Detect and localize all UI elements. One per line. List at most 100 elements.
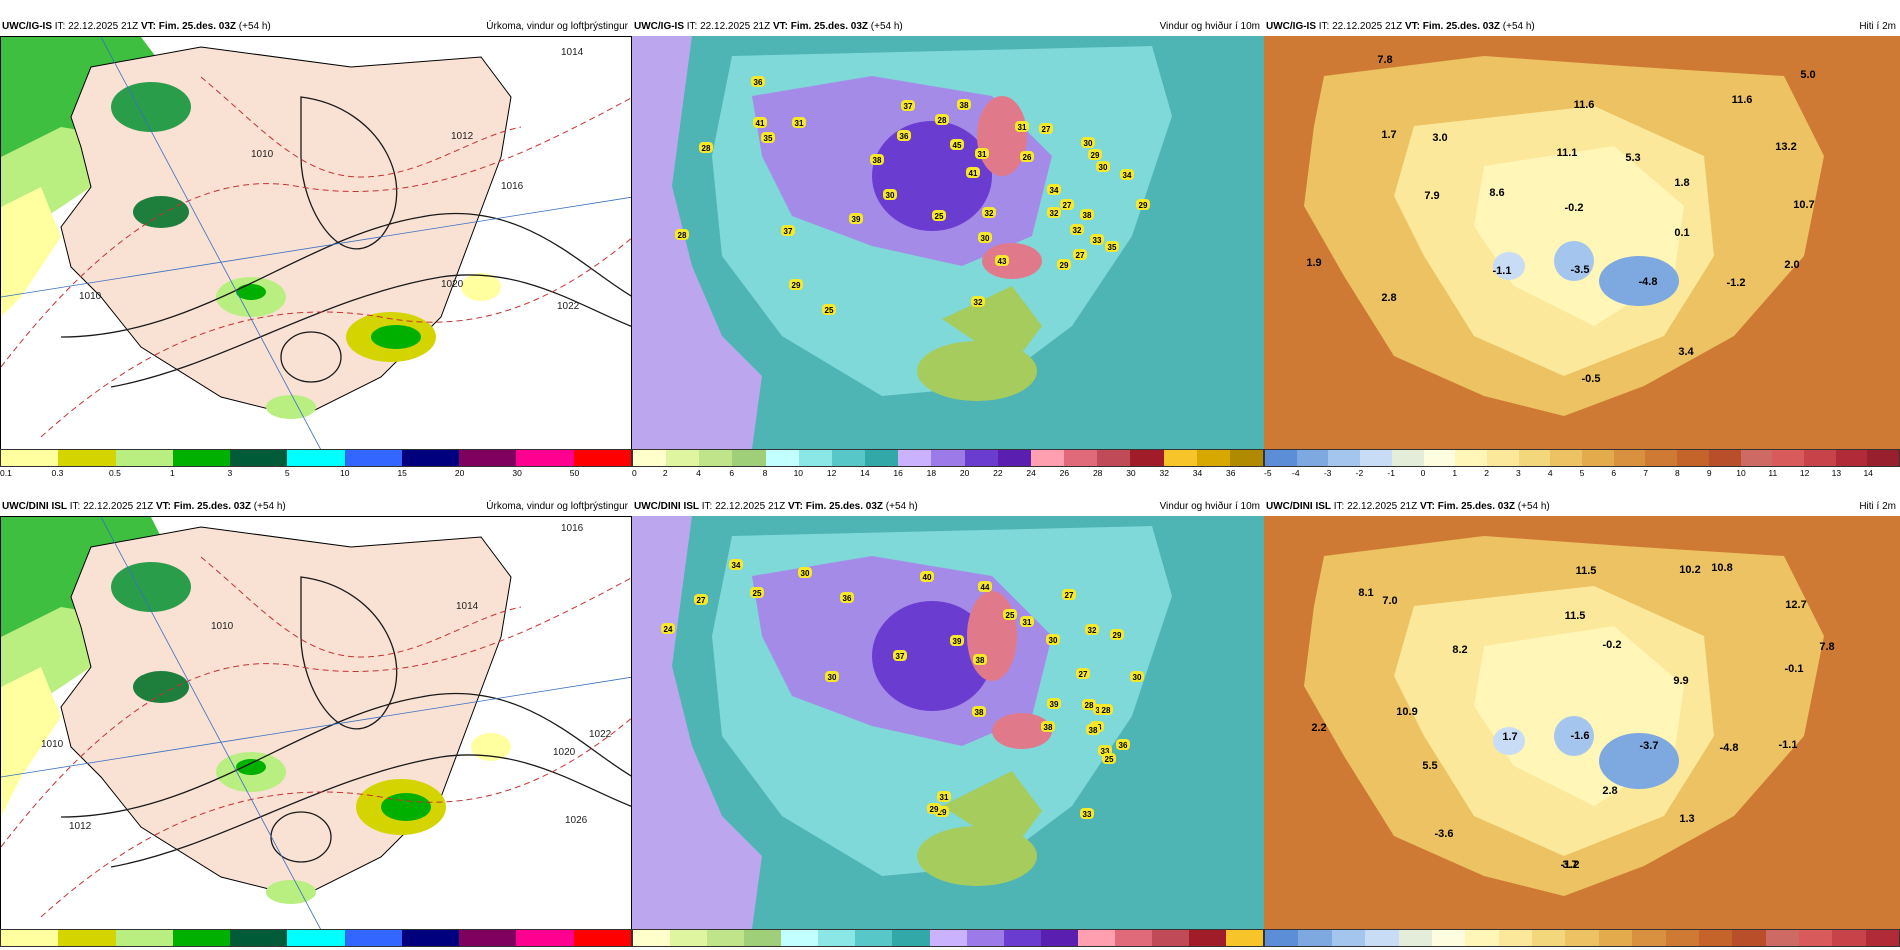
colorbar-cell <box>818 930 856 946</box>
colorbar-cell <box>1708 450 1741 466</box>
colorbar-cell <box>459 930 517 946</box>
temperature-label: 8.6 <box>1489 187 1504 199</box>
gust-label: 32 <box>974 298 983 307</box>
init-time: 22.12.2025 21Z <box>700 21 771 32</box>
colorbar-tick-label: 15 <box>397 468 407 478</box>
temperature-label: 7.0 <box>1382 595 1397 607</box>
colorbar-tick-label: -5 <box>1264 948 1272 950</box>
wind-map[interactable]: 36 41 35 31 28 37 28 38 45 41 31 25 30 31 27 34 30 38 26 38… <box>632 36 1264 449</box>
colorbar-cell <box>344 450 402 466</box>
colorbar-cell <box>573 930 631 946</box>
colorbar-tick-label: 30 <box>512 468 522 478</box>
gust-marker <box>1130 671 1144 682</box>
gust-marker <box>761 132 775 143</box>
wind-map[interactable]: 3425272436304044392731373830322938272832… <box>632 516 1264 929</box>
gust-label: 36 <box>843 594 852 603</box>
temperature-label: 5.5 <box>1422 760 1437 772</box>
colorbar-cell <box>855 930 893 946</box>
gust-marker <box>792 117 806 128</box>
temperature-label: 3.7 <box>1562 859 1577 871</box>
colorbar-tick-label: 0.3 <box>52 948 64 950</box>
colorbar-cell <box>58 450 116 466</box>
colorbar-cell <box>744 930 782 946</box>
colorbar-cell <box>633 930 671 946</box>
precip-map[interactable]: 1016 1014 1010 1010 1012 1020 1022 1026 <box>0 516 632 931</box>
gust-label: 44 <box>981 583 990 592</box>
temperature-label: 10.9 <box>1396 706 1417 718</box>
colorbar-cell <box>1163 450 1197 466</box>
isobar-label: 1022 <box>589 729 612 740</box>
gust-label: 25 <box>1006 611 1015 620</box>
colorbar-cell <box>1298 930 1332 946</box>
valid-time: Fim. 25.des. 03Z <box>790 21 869 32</box>
isobar-label: 1012 <box>69 821 92 832</box>
isobar-label: 1010 <box>211 621 234 632</box>
gust-marker <box>950 139 964 150</box>
gust-label: 29 <box>1113 631 1122 640</box>
gust-marker <box>1003 609 1017 620</box>
colorbar-ticks: 0.1 0.3 0.5 1 3 5 10 15 20 30 50 <box>0 467 632 478</box>
gust-marker <box>1080 808 1094 819</box>
gust-marker <box>1110 629 1124 640</box>
gust-marker <box>661 623 675 634</box>
colorbar-cell <box>1 930 59 946</box>
lead-time: (+54 h) <box>885 501 918 512</box>
gust-label: 34 <box>732 561 741 570</box>
gust-marker <box>1082 699 1096 710</box>
init-time: 22.12.2025 21Z <box>715 501 786 512</box>
temperature-label: 2.2 <box>1311 722 1326 734</box>
colorbar-cell <box>1740 450 1773 466</box>
temperature-label: 13.2 <box>1775 141 1796 153</box>
colorbar-tick-label: 7 <box>1663 948 1668 950</box>
colorbar-cell <box>929 930 967 946</box>
temperature-label: 5.3 <box>1625 152 1640 164</box>
colorbar-tick-label: 8 <box>1697 948 1702 950</box>
gust-marker <box>995 255 1009 266</box>
temperature-label: 2.8 <box>1602 785 1617 797</box>
gust-label: 28 <box>702 144 711 153</box>
gust-marker <box>870 154 884 165</box>
model-name: UWC/IG-IS <box>1266 21 1316 32</box>
gust-label: 33 <box>1101 747 1110 756</box>
gust-marker <box>1086 724 1100 735</box>
gust-label: 38 <box>1044 723 1053 732</box>
temperature-label: 5.0 <box>1800 69 1815 81</box>
gust-marker <box>937 791 951 802</box>
gust-marker <box>1085 624 1099 635</box>
colorbar-tick-label: 34 <box>1224 948 1233 950</box>
gust-label: 25 <box>1105 755 1114 764</box>
colorbar-cell <box>1835 450 1868 466</box>
gust-label: 38 <box>976 656 985 665</box>
gust-marker <box>751 76 765 87</box>
gust-marker <box>1099 704 1113 715</box>
precip-map[interactable]: 1014 1012 1016 1010 1010 1020 1022 <box>0 36 632 451</box>
gust-marker <box>935 114 949 125</box>
colorbar-tick-label: 0.5 <box>108 468 121 478</box>
colorbar-tick-label: 4 <box>700 948 705 950</box>
colorbar-cell <box>1423 450 1456 466</box>
gust-label: 45 <box>953 141 962 150</box>
colorbar-cell <box>1296 450 1329 466</box>
model-name: UWC/IG-IS <box>634 21 684 32</box>
gust-label: 31 <box>940 793 949 802</box>
temperature-label: 3.0 <box>1432 132 1447 144</box>
gust-label: 29 <box>1060 261 1069 270</box>
isobar-label: 1020 <box>553 747 576 758</box>
colorbar-cell <box>892 930 930 946</box>
colorbar-tick-label: 5 <box>1579 468 1585 478</box>
gust-label: 29 <box>1139 201 1148 210</box>
temperature-label: 0.1 <box>1674 227 1689 239</box>
colorbar-cell <box>1226 930 1264 946</box>
isobar-label: 1016 <box>501 181 524 192</box>
colorbar-tick-label: 4 <box>1563 948 1568 950</box>
temperature-label: 11.6 <box>1732 94 1753 106</box>
colorbar-cell <box>1867 450 1900 466</box>
colorbar-tick-label: 4 <box>696 468 701 478</box>
gust-marker <box>927 803 941 814</box>
colorbar-cell <box>732 450 766 466</box>
temp-map[interactable]: 8.1 11.5 10.2 10.8 7.0 12.7 11.5 8.2 -0.2 7.8 9.9 -… <box>1264 516 1900 929</box>
temperature-label: -3.5 <box>1571 264 1590 276</box>
gust-marker <box>1057 259 1071 270</box>
temp-map[interactable]: 7.8 11.6 11.6 5.0 1.7 3.0 11.1 5.3 13.2 1.8 8.6 7.9… <box>1264 36 1900 449</box>
gust-label: 38 <box>975 708 984 717</box>
